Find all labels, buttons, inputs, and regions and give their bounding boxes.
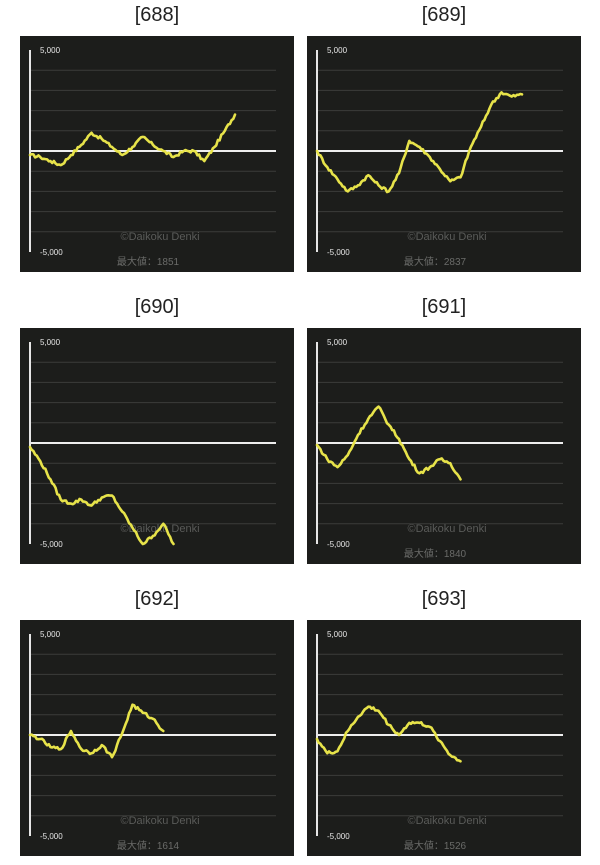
chart-title: [692] (134, 588, 180, 610)
y-tick-label-top: 5,000 (40, 46, 61, 55)
watermark: ©Daikoku Denki (407, 815, 486, 827)
series-line (28, 113, 237, 167)
y-tick-label-bottom: -5,000 (40, 540, 63, 549)
max-value-label: 最大値：1840 (404, 547, 467, 560)
y-tick-label-bottom: -5,000 (327, 248, 350, 257)
series-line (315, 705, 462, 763)
chart-panel: ©Daikoku Denki 最大値：1840 5,000 -5,000 (307, 328, 581, 564)
chart-svg: ©Daikoku Denki 最大値：1851 5,000 -5,000 (28, 46, 276, 268)
chart-title: [693] (421, 588, 467, 610)
chart-title: [689] (421, 4, 467, 26)
max-value-label: 最大値：1851 (117, 255, 180, 268)
y-tick-label-bottom: -5,000 (40, 248, 63, 257)
chart-svg: ©Daikoku Denki 最大値：1526 5,000 -5,000 (315, 630, 563, 852)
y-tick-label-top: 5,000 (40, 338, 61, 347)
max-value-label: 最大値：1526 (404, 839, 467, 852)
y-tick-label-top: 5,000 (327, 46, 348, 55)
chart-title: [688] (134, 4, 180, 26)
chart-svg: ©Daikoku Denki 最大値：1614 5,000 -5,000 (28, 630, 276, 852)
chart-panel: ©Daikoku Denki 最大値：2837 5,000 -5,000 (307, 36, 581, 272)
y-tick-label-top: 5,000 (40, 630, 61, 639)
series-line (28, 445, 175, 546)
chart-panel: ©Daikoku Denki 最大値：1526 5,000 -5,000 (307, 620, 581, 856)
y-tick-label-bottom: -5,000 (40, 832, 63, 841)
watermark: ©Daikoku Denki (407, 523, 486, 535)
series-line (315, 405, 462, 481)
max-value-label: 最大値：2837 (404, 255, 467, 268)
y-tick-label-bottom: -5,000 (327, 832, 350, 841)
watermark: ©Daikoku Denki (407, 231, 486, 243)
series-line (28, 703, 165, 759)
y-tick-label-bottom: -5,000 (327, 540, 350, 549)
watermark: ©Daikoku Denki (120, 815, 199, 827)
watermark: ©Daikoku Denki (120, 231, 199, 243)
y-tick-label-top: 5,000 (327, 338, 348, 347)
max-value-label: 最大値：1614 (117, 839, 180, 852)
y-tick-label-top: 5,000 (327, 630, 348, 639)
chart-title: [691] (421, 296, 467, 318)
chart-panel: ©Daikoku Denki 最大値：1614 5,000 -5,000 (20, 620, 294, 856)
chart-panel: ©Daikoku Denki 5,000 -5,000 (20, 328, 294, 564)
chart-svg: ©Daikoku Denki 最大値：2837 5,000 -5,000 (315, 46, 563, 268)
chart-panel: ©Daikoku Denki 最大値：1851 5,000 -5,000 (20, 36, 294, 272)
series-line (315, 91, 524, 194)
chart-title: [690] (134, 296, 180, 318)
chart-svg: ©Daikoku Denki 最大値：1840 5,000 -5,000 (315, 338, 563, 560)
